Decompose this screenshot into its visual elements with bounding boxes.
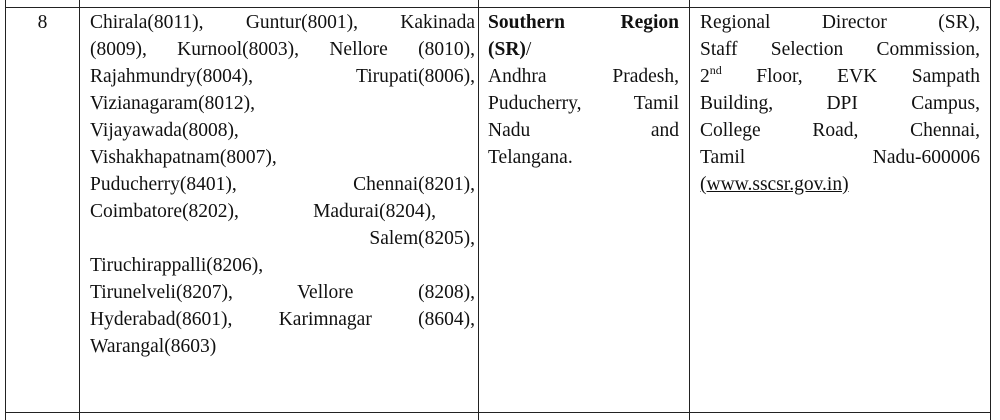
- cell-line: Andhra Pradesh,: [488, 66, 679, 87]
- cell-line: Building, DPI Campus,: [700, 93, 980, 114]
- region-title: Southern Region: [488, 9, 679, 36]
- column-border: [990, 0, 991, 420]
- cell-line: Hyderabad(8601), Karimnagar (8604),: [90, 309, 475, 330]
- address-text: Floor, EVK Sampath: [721, 66, 980, 87]
- cell-line: Chirala(8011), Guntur(8001), Kakinada: [90, 12, 475, 33]
- cell-line: Salem(8205),: [369, 228, 475, 249]
- ordinal-suffix: nd: [709, 63, 722, 77]
- cell-line: Warangal(8603): [90, 336, 217, 357]
- cell-line: (8009), Kurnool(8003), Nellore (8010),: [90, 39, 475, 60]
- region-name: Southern Region: [488, 12, 679, 33]
- address-cell: Regional Director (SR), Staff Selection …: [700, 9, 980, 198]
- cell-line: Coimbatore(8202), Madurai(8204),: [90, 201, 436, 222]
- cell-line: Vijayawada(8008),: [90, 120, 239, 141]
- column-border: [79, 0, 80, 420]
- cell-line: Nadu and: [488, 120, 679, 141]
- cell-line: (SR)/: [488, 36, 679, 63]
- serial-cell: 8: [6, 9, 79, 36]
- column-border: [478, 0, 479, 420]
- cell-line: Regional Director (SR),: [700, 12, 980, 33]
- cell-line: Vizianagaram(8012),: [90, 93, 256, 114]
- centres-cell: Chirala(8011), Guntur(8001), Kakinada (8…: [90, 9, 475, 360]
- cell-line: 2nd Floor, EVK Sampath: [700, 63, 980, 90]
- cell-line: Rajahmundry(8004), Tirupati(8006),: [90, 66, 475, 87]
- cell-line: Puducherry, Tamil: [488, 93, 679, 114]
- serial-number: 8: [37, 12, 48, 33]
- row-border: [5, 7, 991, 8]
- floor-number: 2: [700, 66, 710, 87]
- cell-line: Telangana.: [488, 147, 573, 168]
- cell-line: Tamil Nadu-600006: [700, 147, 980, 168]
- cell-line: Tiruchirappalli(8206),: [90, 255, 264, 276]
- cell-line: Puducherry(8401), Chennai(8201),: [90, 174, 475, 195]
- column-border: [5, 0, 6, 420]
- cell-line: College Road, Chennai,: [700, 120, 980, 141]
- separator: /: [525, 39, 532, 60]
- cell-line: Staff Selection Commission,: [700, 39, 980, 60]
- row-border: [5, 412, 991, 413]
- cell-line: Vishakhapatnam(8007),: [90, 147, 277, 168]
- column-border: [689, 0, 690, 420]
- region-cell: Southern Region (SR)/ Andhra Pradesh, Pu…: [488, 9, 679, 171]
- website-link[interactable]: (www.sscsr.gov.in): [700, 174, 849, 195]
- region-code: (SR): [488, 39, 526, 60]
- cell-line: Tirunelveli(8207), Vellore (8208),: [90, 282, 475, 303]
